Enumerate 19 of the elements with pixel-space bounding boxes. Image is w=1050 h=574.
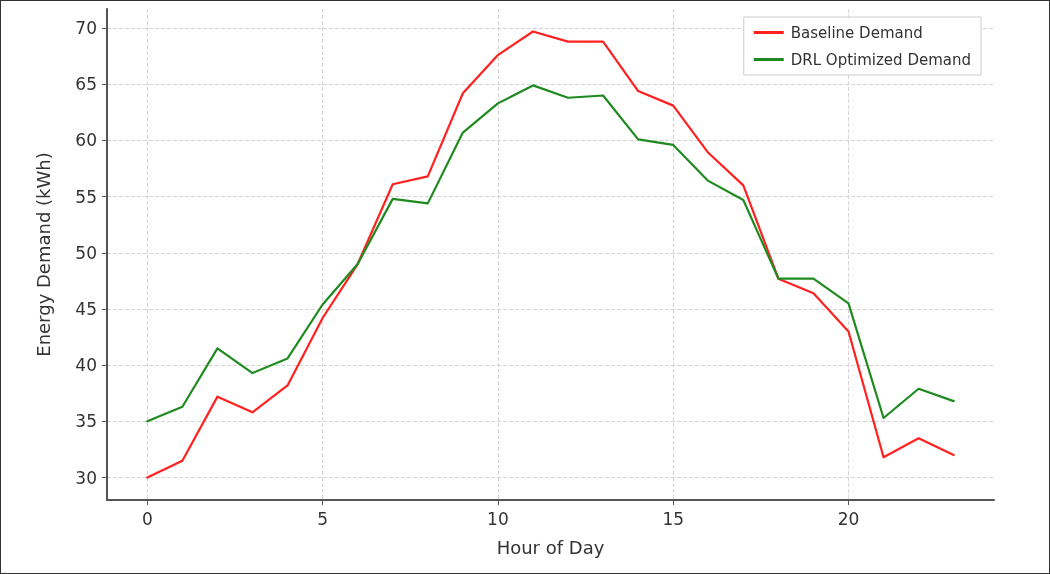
y-tick-label: 65 xyxy=(75,74,97,95)
y-tick-label: 45 xyxy=(75,298,97,319)
y-tick-label: 50 xyxy=(75,242,97,263)
x-tick-label: 20 xyxy=(837,508,860,529)
x-axis-title: Hour of Day xyxy=(496,536,605,558)
x-tick-label: 10 xyxy=(487,508,509,529)
x-tick-label: 0 xyxy=(141,508,153,529)
line-series xyxy=(146,84,955,423)
y-tick-label: 35 xyxy=(75,411,97,432)
y-tick-label: 40 xyxy=(75,355,97,376)
legend-label: DRL Optimized Demand xyxy=(790,50,972,69)
x-tick-label: 5 xyxy=(317,508,329,529)
y-axis-title: Energy Demand (kWh) xyxy=(32,152,54,357)
y-tick-label: 70 xyxy=(75,18,97,39)
y-tick-label: 30 xyxy=(75,467,97,488)
legend-label: Baseline Demand xyxy=(790,23,923,42)
x-tick-label: 15 xyxy=(662,508,685,529)
y-tick-label: 55 xyxy=(75,186,97,207)
y-tick-label: 60 xyxy=(75,130,97,151)
